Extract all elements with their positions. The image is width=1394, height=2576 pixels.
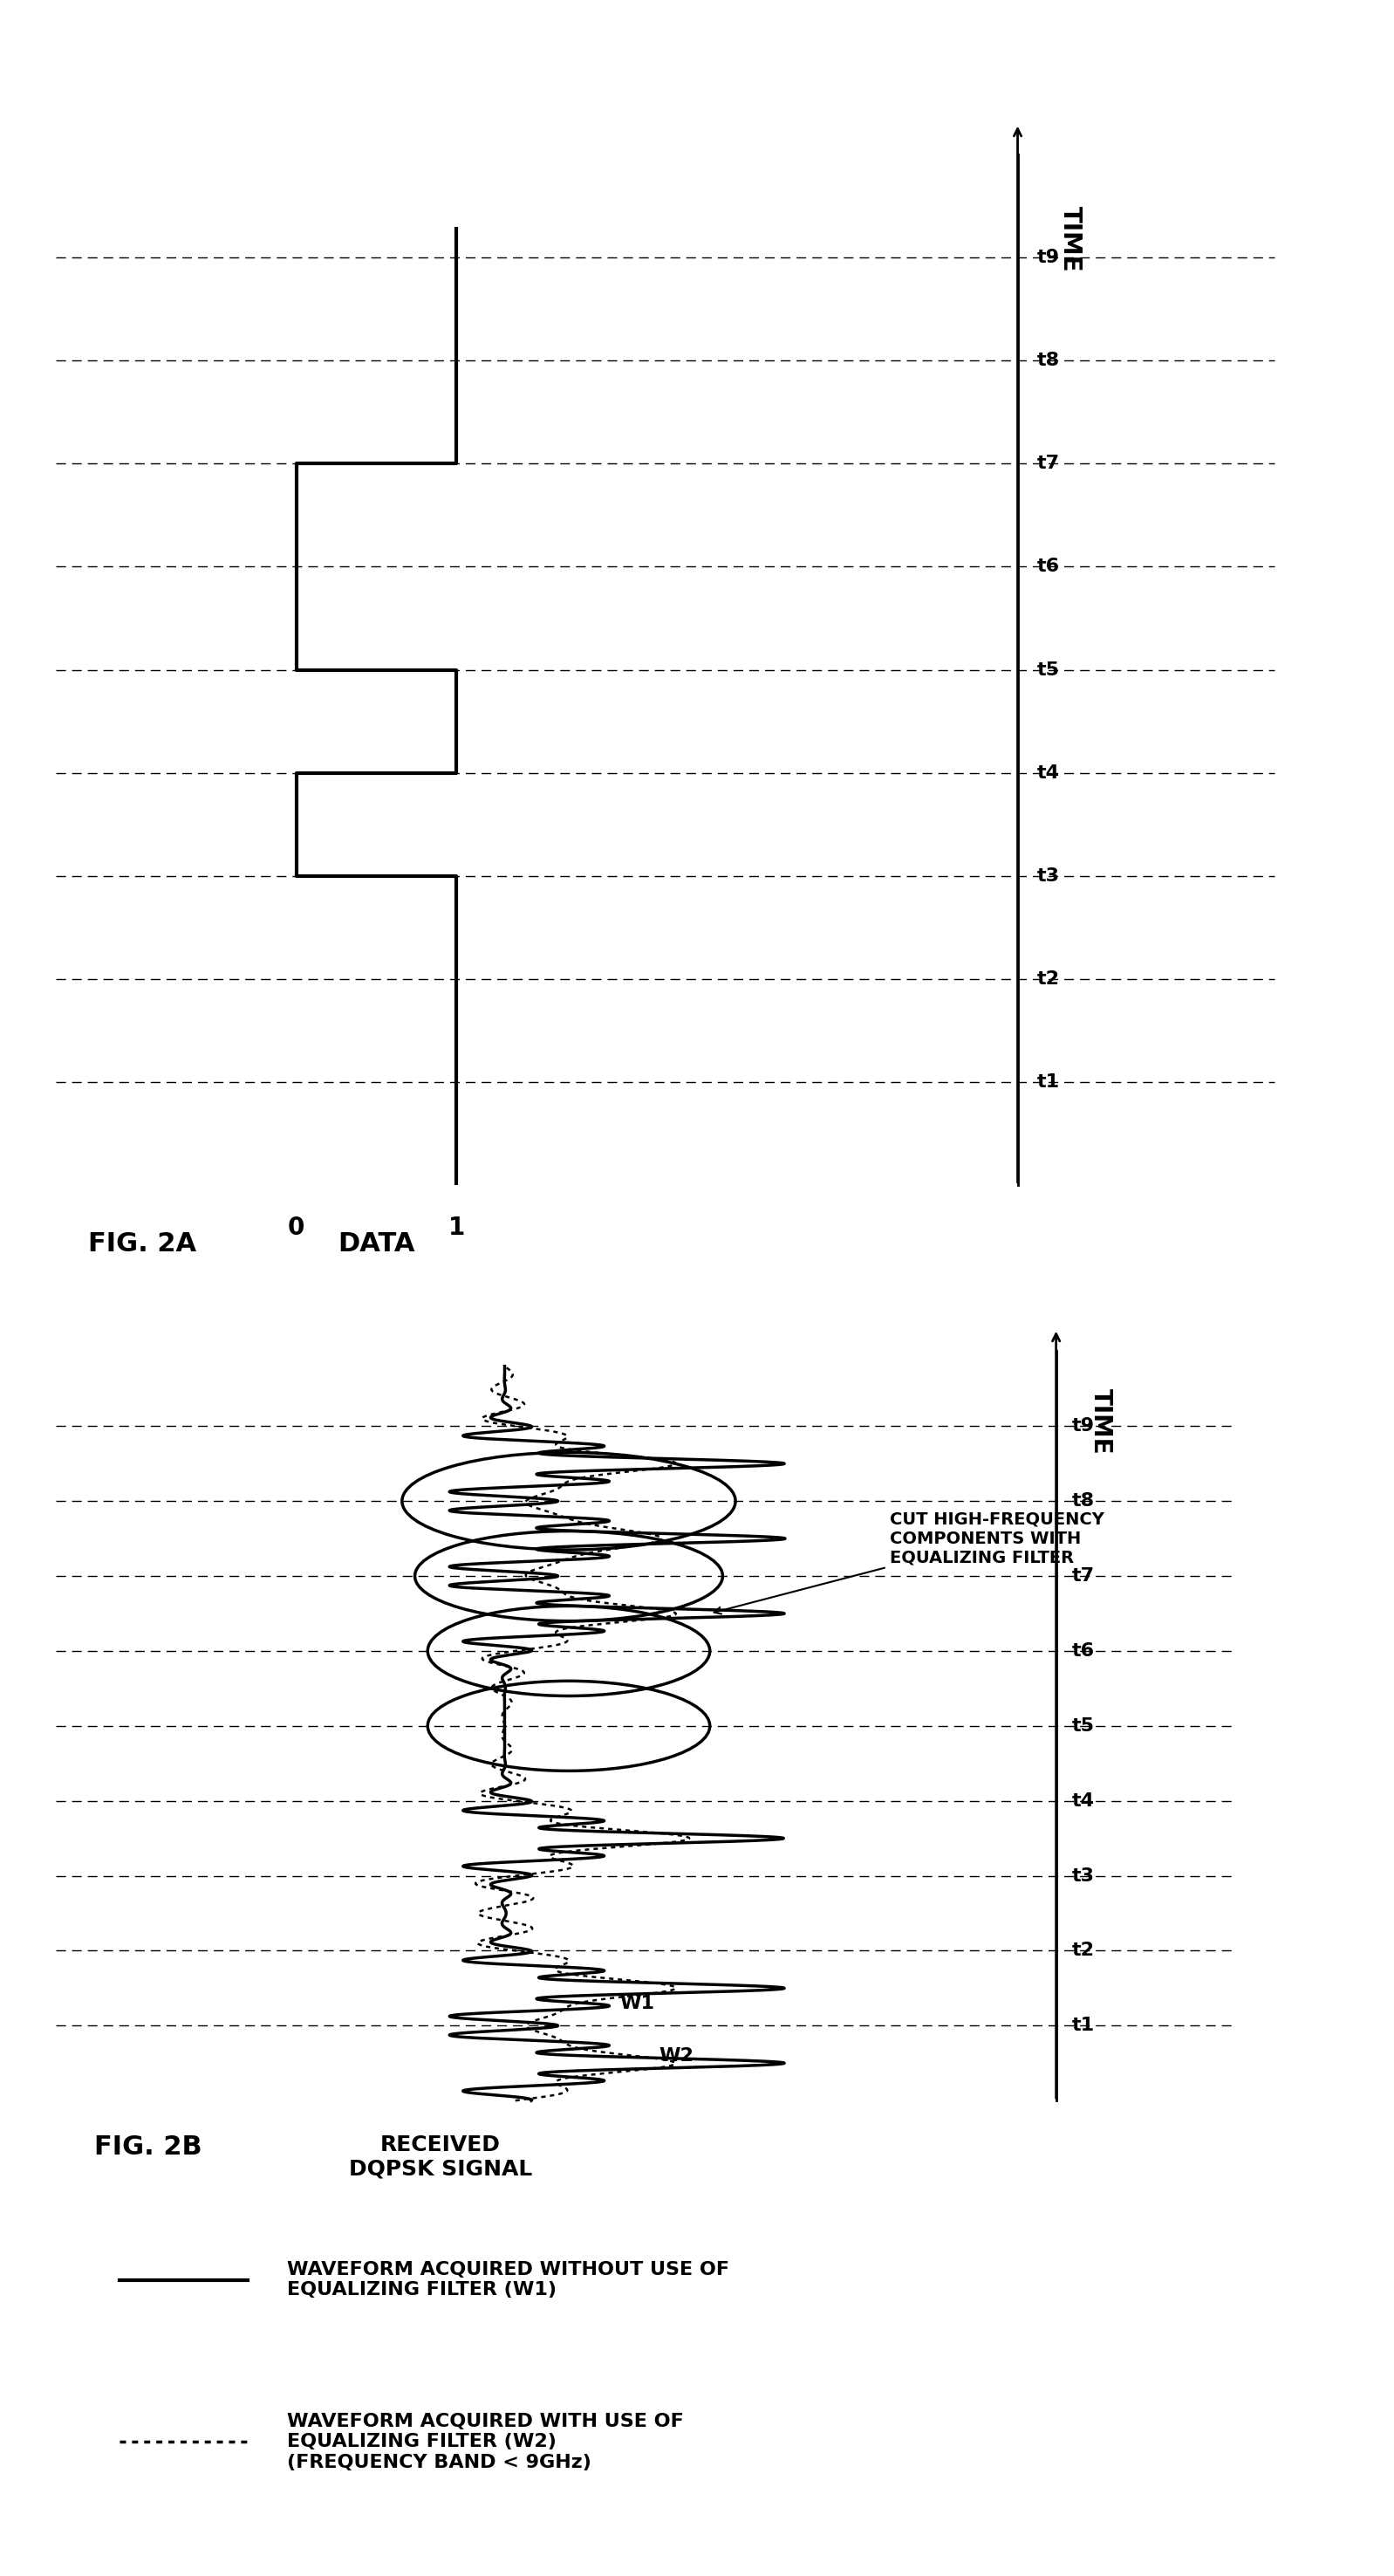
Text: TIME: TIME (1089, 1388, 1112, 1455)
Text: t5: t5 (1037, 662, 1059, 677)
Text: 0: 0 (287, 1216, 305, 1239)
Text: W1: W1 (620, 1994, 655, 2012)
Text: 1: 1 (447, 1216, 466, 1239)
Text: t1: t1 (1072, 2017, 1094, 2035)
Text: t3: t3 (1037, 868, 1059, 884)
Text: t9: t9 (1072, 1417, 1094, 1435)
Text: t3: t3 (1072, 1868, 1094, 1886)
Text: CUT HIGH-FREQUENCY
COMPONENTS WITH
EQUALIZING FILTER: CUT HIGH-FREQUENCY COMPONENTS WITH EQUAL… (714, 1512, 1104, 1615)
Text: t9: t9 (1037, 250, 1059, 265)
Text: t8: t8 (1072, 1492, 1094, 1510)
Text: t8: t8 (1037, 353, 1059, 368)
Text: WAVEFORM ACQUIRED WITHOUT USE OF
EQUALIZING FILTER (W1): WAVEFORM ACQUIRED WITHOUT USE OF EQUALIZ… (287, 2262, 729, 2298)
Text: t5: t5 (1072, 1718, 1094, 1734)
Text: t2: t2 (1072, 1942, 1094, 1960)
Text: FIG. 2A: FIG. 2A (88, 1231, 197, 1257)
Text: DATA: DATA (337, 1231, 415, 1257)
Text: t1: t1 (1037, 1074, 1059, 1090)
Text: W2: W2 (658, 2048, 693, 2063)
Text: RECEIVED
DQPSK SIGNAL: RECEIVED DQPSK SIGNAL (348, 2136, 533, 2179)
Text: t7: t7 (1037, 456, 1059, 471)
Text: t7: t7 (1072, 1566, 1094, 1584)
Text: TIME: TIME (1058, 206, 1082, 273)
Text: t2: t2 (1037, 971, 1059, 987)
Text: WAVEFORM ACQUIRED WITH USE OF
EQUALIZING FILTER (W2)
(FREQUENCY BAND < 9GHz): WAVEFORM ACQUIRED WITH USE OF EQUALIZING… (287, 2414, 683, 2470)
Text: t6: t6 (1037, 559, 1059, 574)
Text: t6: t6 (1072, 1643, 1094, 1659)
Text: t4: t4 (1072, 1793, 1094, 1808)
Text: t4: t4 (1037, 765, 1059, 781)
Text: FIG. 2B: FIG. 2B (95, 2136, 202, 2159)
